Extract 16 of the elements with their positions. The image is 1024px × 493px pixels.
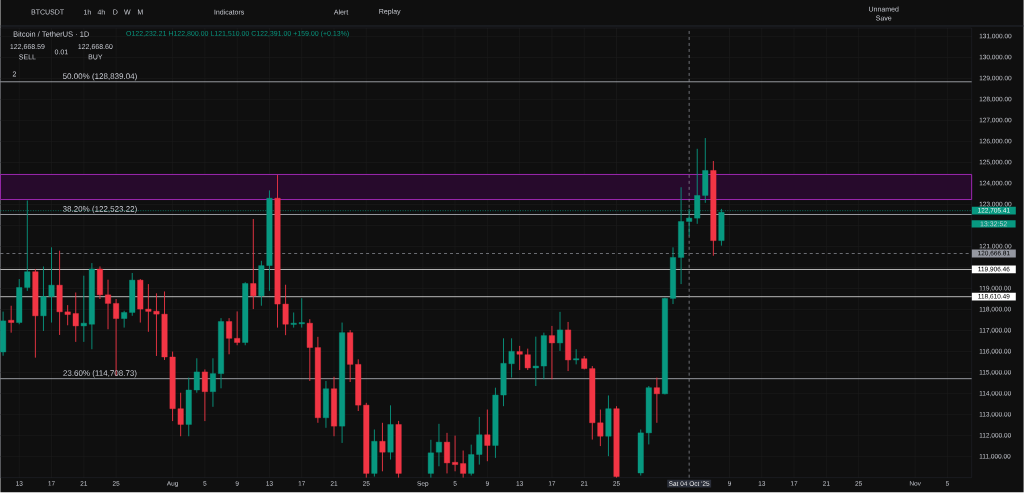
candlestick [573,348,580,366]
candlestick [460,450,467,479]
candlestick [484,409,491,462]
candlestick [613,405,620,479]
candlestick [234,311,241,346]
candlestick [242,281,249,346]
candlestick [379,422,386,472]
candlestick [653,377,660,424]
candlestick [250,218,257,310]
candlestick [605,395,612,457]
candlestick [710,160,717,257]
candlestick [387,405,394,461]
candlestick [395,420,402,479]
candlestick [32,268,39,359]
candlestick [371,429,378,478]
candlestick [8,305,15,334]
